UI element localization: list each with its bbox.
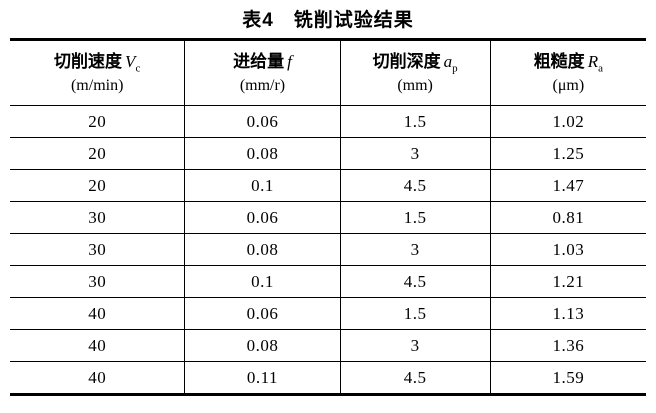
column-header-cutting-depth: 切削深度 ap (mm) <box>339 39 491 106</box>
table-cell: 1.02 <box>489 105 646 138</box>
table-cell: 0.08 <box>184 137 341 170</box>
header-unit: (mm) <box>397 76 433 94</box>
table-cell: 1.47 <box>489 169 646 202</box>
table-cell: 0.06 <box>184 201 341 234</box>
table-cell: 1.13 <box>489 297 646 330</box>
column-header-cutting-speed: 切削速度 Vc (m/min) <box>10 39 185 106</box>
table-title: 表4 铣削试验结果 <box>242 10 414 31</box>
header-symbol: ap <box>443 51 458 75</box>
table-cell: 1.36 <box>489 329 646 362</box>
header-symbol: f <box>287 51 292 71</box>
table-cell: 40 <box>10 297 185 330</box>
table-cell: 0.81 <box>489 201 646 234</box>
header-symbol: Vc <box>125 51 141 75</box>
table-row: 20 0.06 1.5 1.02 <box>10 105 646 138</box>
header-label: 切削速度 <box>54 51 123 71</box>
table-row: 40 0.06 1.5 1.13 <box>10 297 646 330</box>
column-header-roughness: 粗糙度 Ra (μm) <box>489 39 646 106</box>
header-unit: (μm) <box>552 76 585 94</box>
table-cell: 1.59 <box>489 361 646 395</box>
table-row: 30 0.1 4.5 1.21 <box>10 265 646 298</box>
table-row: 40 0.11 4.5 1.59 <box>10 361 646 395</box>
column-header-feed-rate: 进给量 f (mm/r) <box>184 39 341 106</box>
table-row: 20 0.08 3 1.25 <box>10 137 646 170</box>
table-cell: 3 <box>339 233 491 266</box>
table-row: 30 0.08 3 1.03 <box>10 233 646 266</box>
table-cell: 40 <box>88 367 107 387</box>
table-cell: 20 <box>10 137 185 170</box>
table-cell: 0.11 <box>184 361 341 395</box>
table-cell: 0.1 <box>184 169 341 202</box>
milling-results-table: 切削速度 Vc (m/min) 进给量 f (mm/r) 切削深度 ap (mm) 粗… <box>10 38 646 396</box>
table-cell: 1.5 <box>339 105 491 138</box>
table-cell: 1.21 <box>489 265 646 298</box>
header-label: 切削深度 <box>372 51 441 71</box>
table-cell: 1.03 <box>489 233 646 266</box>
table-cell: 20 <box>10 169 185 202</box>
table-cell: 4.5 <box>339 361 491 395</box>
table-cell: 0.06 <box>184 297 341 330</box>
header-symbol: Ra <box>587 51 603 75</box>
table-cell: 0.1 <box>184 265 341 298</box>
header-label: 进给量 <box>233 51 285 71</box>
table-cell: 3 <box>339 329 491 362</box>
table-row: 30 0.06 1.5 0.81 <box>10 201 646 234</box>
table-cell: 20 <box>10 105 185 138</box>
table-cell: 3 <box>339 137 491 170</box>
table-cell: 30 <box>10 233 185 266</box>
header-unit: (m/min) <box>70 76 124 94</box>
header-unit: (mm/r) <box>239 76 286 94</box>
table-header-row: 切削速度 Vc (m/min) 进给量 f (mm/r) 切削深度 ap (mm) 粗… <box>10 39 646 106</box>
table-cell: 30 <box>10 265 185 298</box>
table-row: 20 0.1 4.5 1.47 <box>10 169 646 202</box>
table-cell: 40 <box>10 329 185 362</box>
table-cell: 1.5 <box>339 297 491 330</box>
table-cell: 4.5 <box>339 169 491 202</box>
table-cell: 30 <box>10 201 185 234</box>
header-label: 粗糙度 <box>533 51 585 71</box>
table-cell: 1.25 <box>489 137 646 170</box>
table-row: 40 0.08 3 1.36 <box>10 329 646 362</box>
table-cell: 0.08 <box>184 233 341 266</box>
table-cell: 1.5 <box>339 201 491 234</box>
table-cell: 0.08 <box>184 329 341 362</box>
table-cell: 4.5 <box>339 265 491 298</box>
table-cell: 0.06 <box>184 105 341 138</box>
